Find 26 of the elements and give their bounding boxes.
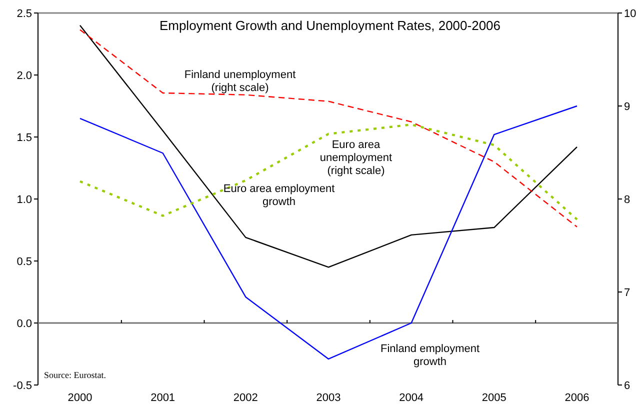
- y2-tick-label: 10: [624, 8, 636, 20]
- x-tick-label: 2002: [233, 392, 258, 404]
- x-tick-label: 2001: [150, 392, 176, 404]
- series-label: Euro area employment growth: [223, 183, 335, 208]
- series-label: Euro area unemployment (right scale): [320, 139, 392, 177]
- y2-tick-label: 7: [624, 286, 630, 299]
- x-tick-label: 2005: [482, 392, 506, 404]
- y-tick-label: 1.0: [16, 194, 32, 206]
- chart-title: Employment Growth and Unemployment Rates, 2000-2006: [159, 18, 501, 33]
- x-tick-label: 2006: [564, 392, 590, 404]
- y-tick-label: 2.5: [16, 8, 32, 20]
- y2-tick-label: 8: [624, 194, 630, 206]
- y-tick-label: 2.0: [16, 70, 32, 82]
- annotation: Source: Eurostat.: [44, 370, 106, 380]
- y-tick-label: 1.5: [16, 132, 32, 144]
- x-tick-label: 2003: [316, 392, 341, 404]
- y-tick-label: 0.0: [16, 318, 32, 330]
- y-tick-label: -0.5: [13, 380, 32, 392]
- series-label: Finland employment growth: [380, 343, 480, 368]
- x-tick-label: 2000: [68, 392, 92, 404]
- y2-tick-label: 6: [624, 380, 630, 392]
- y-tick-label: 0.5: [16, 256, 32, 268]
- x-tick-label: 2004: [399, 392, 424, 404]
- series-label: Finland unemployment (right scale): [184, 69, 296, 94]
- line-series: [78, 124, 578, 221]
- y2-tick-label: 9: [624, 100, 630, 113]
